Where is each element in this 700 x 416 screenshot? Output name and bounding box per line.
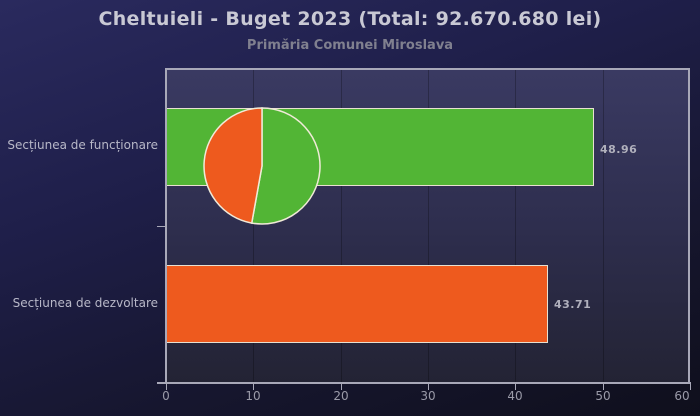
x-tick xyxy=(428,383,429,390)
gridline xyxy=(341,70,342,382)
x-tick xyxy=(690,383,691,390)
inset-pie-chart xyxy=(203,107,321,225)
x-tick-label: 10 xyxy=(245,389,261,403)
x-axis xyxy=(157,382,691,384)
x-tick-label: 60 xyxy=(674,389,690,403)
value-label-dezvoltare: 43.71 xyxy=(554,298,592,311)
x-tick-label: 20 xyxy=(333,389,349,403)
x-tick-label: 0 xyxy=(162,389,170,403)
gridline xyxy=(253,70,254,382)
bar-dezvoltare[interactable] xyxy=(167,265,548,343)
gridline xyxy=(515,70,516,382)
x-tick xyxy=(515,383,516,390)
y-tick xyxy=(157,382,166,383)
x-tick-label: 50 xyxy=(595,389,611,403)
gridline xyxy=(428,70,429,382)
y-label-dezvoltare: Secțiunea de dezvoltare xyxy=(12,296,158,310)
y-label-functionare: Secțiunea de funcționare xyxy=(7,138,158,152)
x-tick xyxy=(341,383,342,390)
chart-title: Cheltuieli - Buget 2023 (Total: 92.670.6… xyxy=(98,8,602,30)
x-tick xyxy=(253,383,254,390)
x-tick xyxy=(603,383,604,390)
gridline xyxy=(603,70,604,382)
value-label-functionare: 48.96 xyxy=(600,143,638,156)
x-tick-label: 40 xyxy=(507,389,523,403)
x-tick-label: 30 xyxy=(420,389,436,403)
x-tick xyxy=(166,383,167,390)
y-axis xyxy=(165,68,167,384)
chart-subtitle: Primăria Comunei Miroslava xyxy=(246,38,454,53)
y-tick xyxy=(157,226,166,227)
